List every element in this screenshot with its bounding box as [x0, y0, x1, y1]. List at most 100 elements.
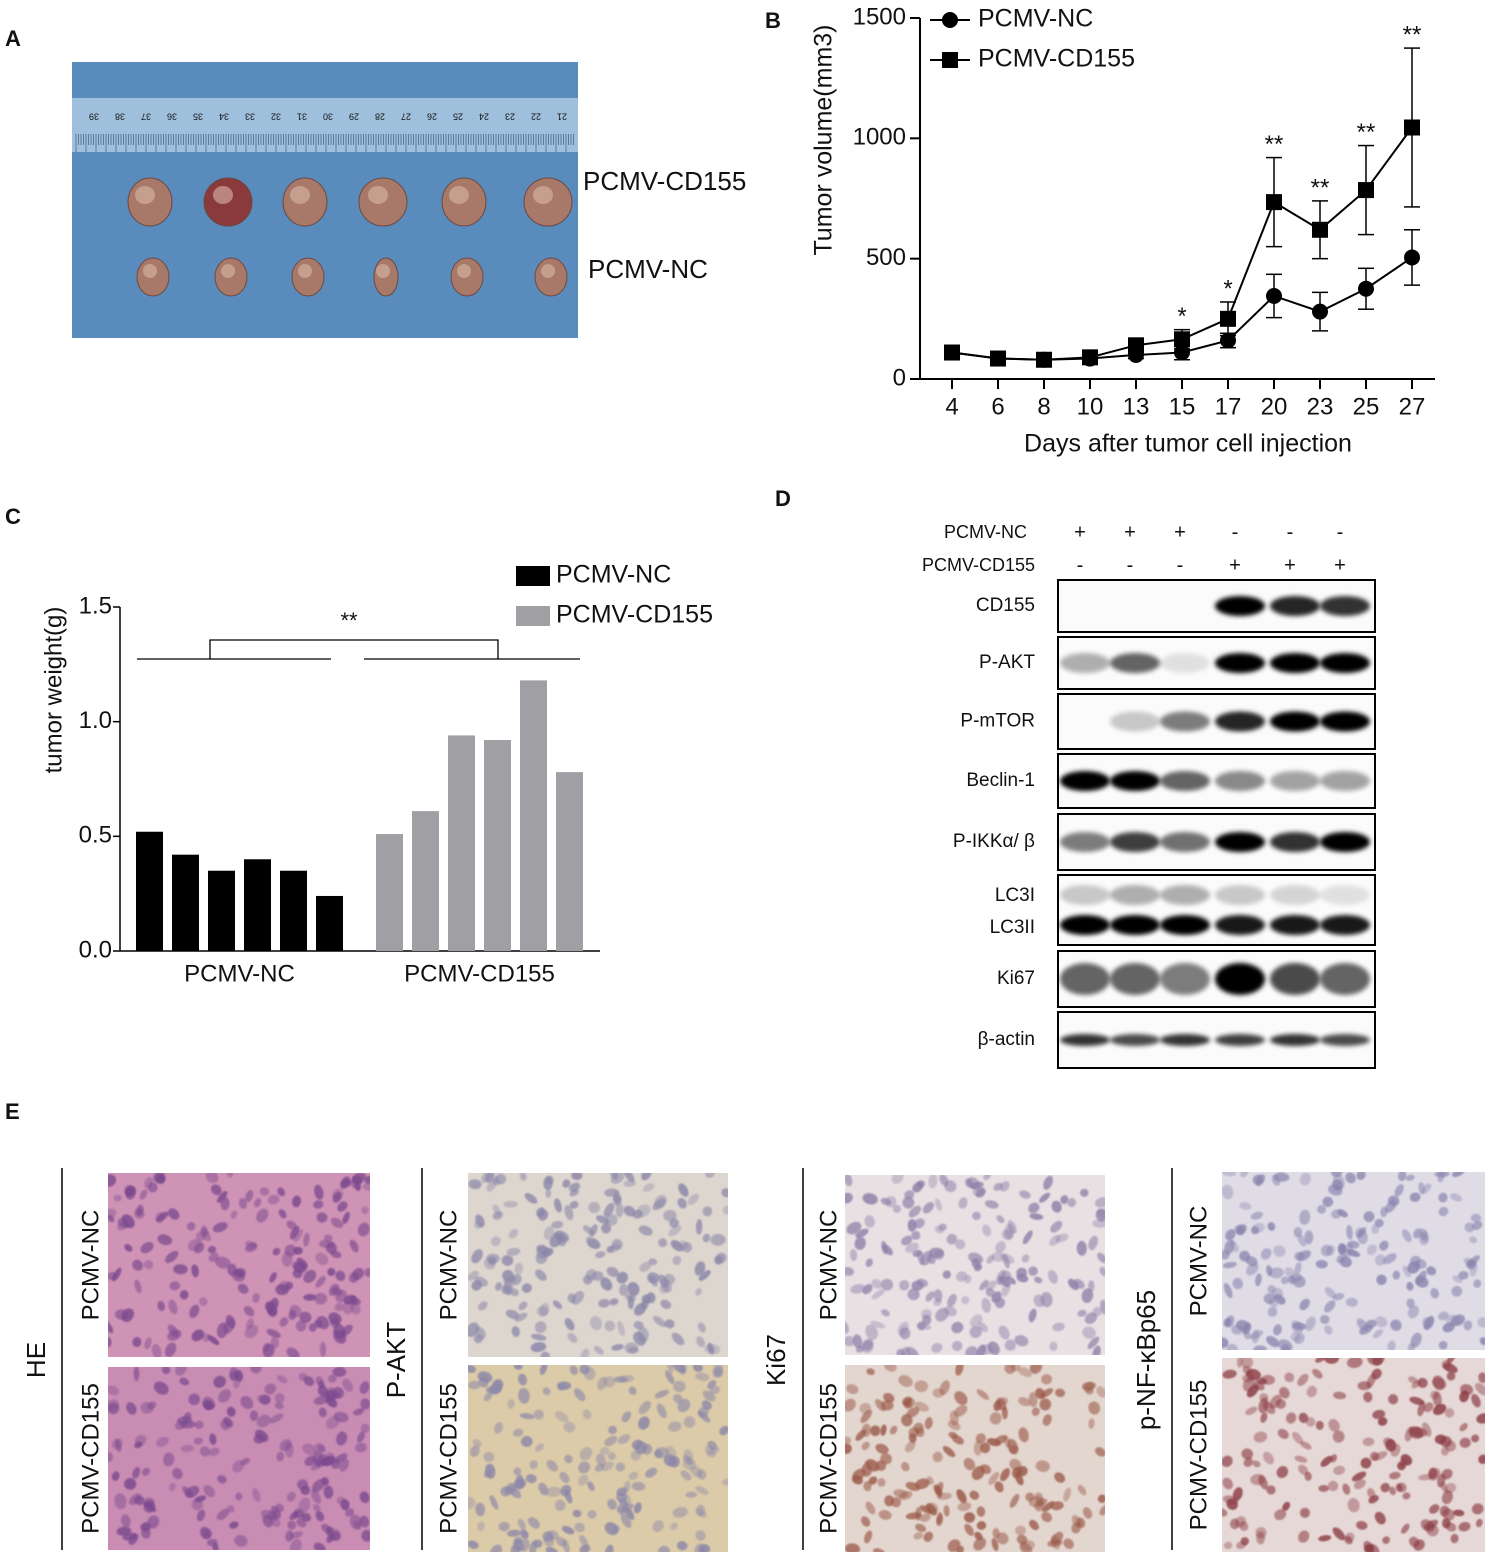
nucleus [1031, 1407, 1040, 1416]
nucleus [1409, 1192, 1421, 1202]
nucleus [535, 1269, 547, 1281]
condition-sign: + [1174, 521, 1186, 543]
nucleus [616, 1504, 627, 1515]
nucleus [233, 1376, 241, 1389]
nucleus [349, 1514, 362, 1530]
nucleus [1320, 1244, 1333, 1257]
nucleus [316, 1212, 328, 1223]
tumor-highlight [376, 264, 390, 278]
nucleus [672, 1393, 683, 1404]
nucleus [1294, 1262, 1302, 1275]
nucleus [1096, 1208, 1105, 1219]
nucleus [654, 1389, 669, 1399]
nucleus [599, 1447, 610, 1456]
nucleus [611, 1239, 623, 1250]
nucleus [518, 1387, 530, 1404]
nucleus [1388, 1394, 1399, 1405]
micrograph [1222, 1172, 1485, 1350]
ruler-number: 21 [557, 112, 567, 122]
nucleus [498, 1521, 510, 1532]
nucleus [483, 1392, 493, 1402]
nucleus [1050, 1535, 1061, 1550]
nucleus [357, 1431, 365, 1443]
nucleus [1036, 1498, 1048, 1506]
nucleus [1039, 1398, 1052, 1411]
nucleus [1276, 1466, 1289, 1479]
nucleus [240, 1395, 254, 1410]
nucleus [627, 1295, 635, 1310]
nucleus [633, 1502, 642, 1514]
nucleus [694, 1543, 706, 1552]
blot-band [1110, 1034, 1160, 1046]
nucleus [924, 1417, 933, 1430]
nucleus [1269, 1267, 1285, 1279]
nucleus [914, 1380, 929, 1393]
nucleus [702, 1233, 711, 1243]
nucleus [991, 1251, 1006, 1262]
data-point [990, 350, 1006, 367]
nucleus [705, 1173, 715, 1178]
ruler-number: 27 [401, 112, 411, 122]
nucleus [854, 1236, 866, 1250]
nucleus [880, 1278, 894, 1291]
nucleus [157, 1300, 165, 1312]
nucleus [564, 1318, 575, 1331]
nucleus [996, 1215, 1005, 1224]
nucleus [1088, 1235, 1099, 1251]
nucleus [1092, 1345, 1101, 1355]
nucleus [293, 1508, 304, 1519]
nucleus [1040, 1388, 1054, 1398]
nucleus [335, 1270, 346, 1282]
blot-label: P-mTOR [960, 711, 1035, 732]
nucleus [845, 1266, 854, 1276]
blot-band [1215, 963, 1265, 995]
nucleus [623, 1480, 631, 1492]
nucleus [1407, 1305, 1420, 1319]
nucleus [362, 1182, 370, 1191]
nucleus [1277, 1428, 1289, 1439]
nucleus [660, 1299, 672, 1310]
nucleus [579, 1544, 591, 1552]
condition-label: PCMV-NC [944, 522, 1027, 542]
nucleus [883, 1392, 895, 1403]
nucleus [513, 1467, 522, 1476]
nucleus [995, 1241, 1006, 1253]
nucleus [963, 1457, 976, 1471]
nucleus [1299, 1298, 1310, 1311]
nucleus [861, 1423, 872, 1437]
panel-letter: B [765, 8, 781, 33]
nucleus [855, 1228, 869, 1238]
nucleus [488, 1256, 497, 1266]
nucleus [996, 1532, 1009, 1545]
nucleus [361, 1529, 370, 1542]
data-point [1358, 280, 1374, 297]
ruler-number: 31 [297, 112, 307, 122]
nucleus [1047, 1270, 1058, 1284]
nucleus [1076, 1517, 1086, 1528]
nucleus [108, 1451, 114, 1463]
nucleus [1394, 1184, 1404, 1197]
nucleus [1446, 1371, 1456, 1381]
nucleus [845, 1335, 855, 1347]
blot-strip [1057, 813, 1376, 871]
nucleus [1054, 1472, 1066, 1483]
nucleus [1014, 1525, 1026, 1536]
nucleus [1049, 1341, 1058, 1351]
nucleus [156, 1174, 166, 1184]
nucleus [1245, 1406, 1258, 1416]
nucleus [1474, 1382, 1485, 1396]
nucleus [361, 1206, 369, 1215]
nucleus [670, 1240, 684, 1252]
nucleus [1439, 1505, 1450, 1517]
nucleus [1441, 1490, 1453, 1505]
nucleus [1243, 1457, 1254, 1468]
nucleus [672, 1506, 688, 1518]
nucleus [712, 1365, 724, 1378]
nucleus [173, 1264, 188, 1275]
nucleus [1460, 1384, 1474, 1396]
nucleus [877, 1478, 886, 1487]
nucleus [994, 1481, 1004, 1493]
legend-label: PCMV-NC [978, 5, 1093, 33]
nucleus [340, 1176, 351, 1189]
nucleus [997, 1276, 1006, 1286]
